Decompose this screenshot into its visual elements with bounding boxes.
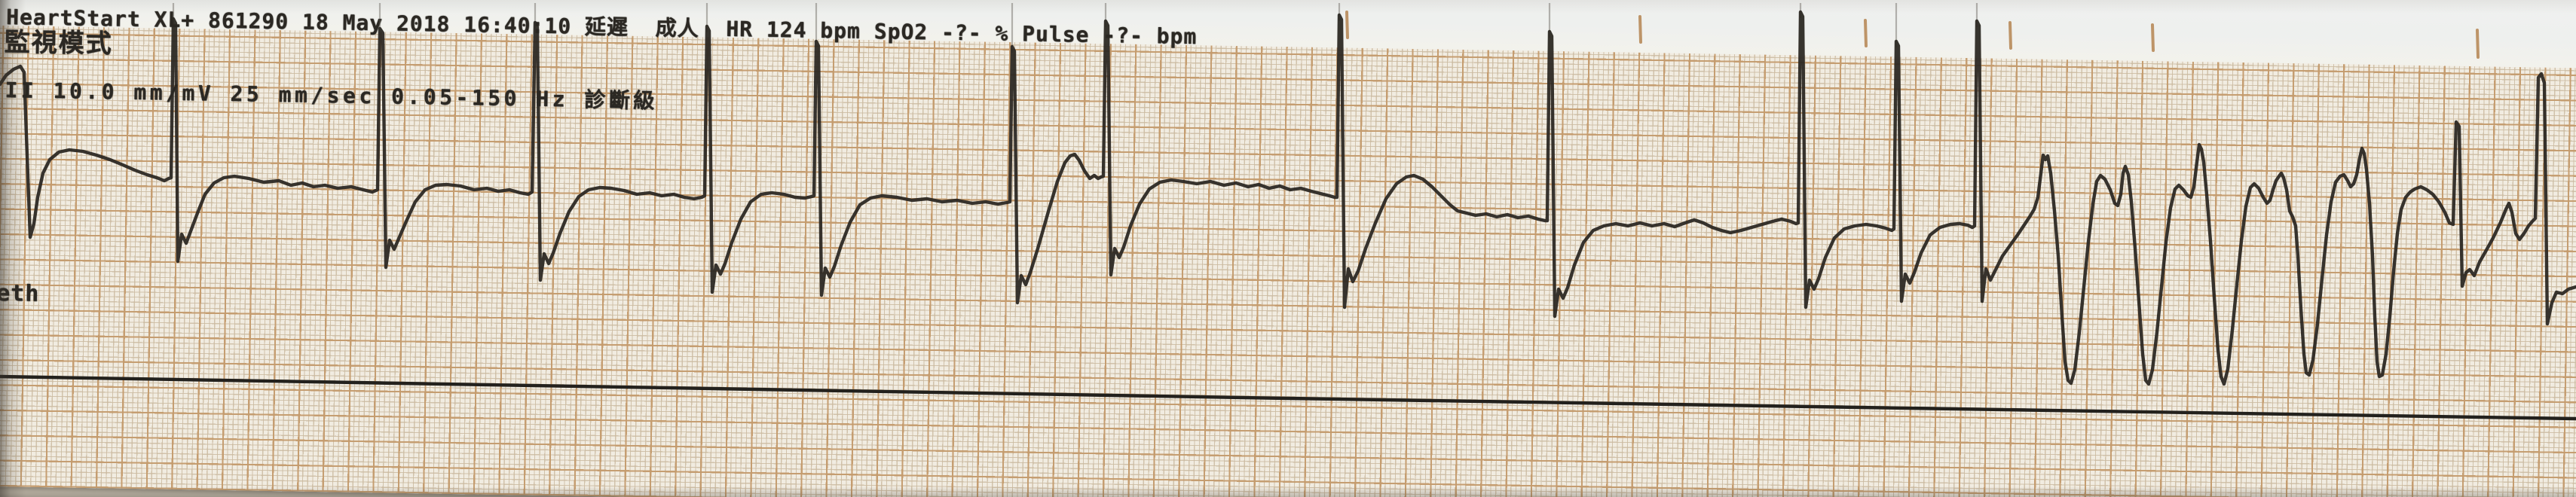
paper-feed-tick [1638,15,1642,44]
paper-feed-tick [2151,23,2155,52]
paper-feed-ticks [1345,11,2480,59]
paper-feed-tick [1345,11,1349,39]
ecg-lead2-trace [0,10,2576,386]
qrs-spike-extensions [172,3,1978,53]
paper-feed-tick [1864,19,1868,47]
pleth-flatline-trace [0,374,2576,421]
paper-feed-tick [2008,21,2012,50]
paper-feed-tick [2476,29,2480,59]
